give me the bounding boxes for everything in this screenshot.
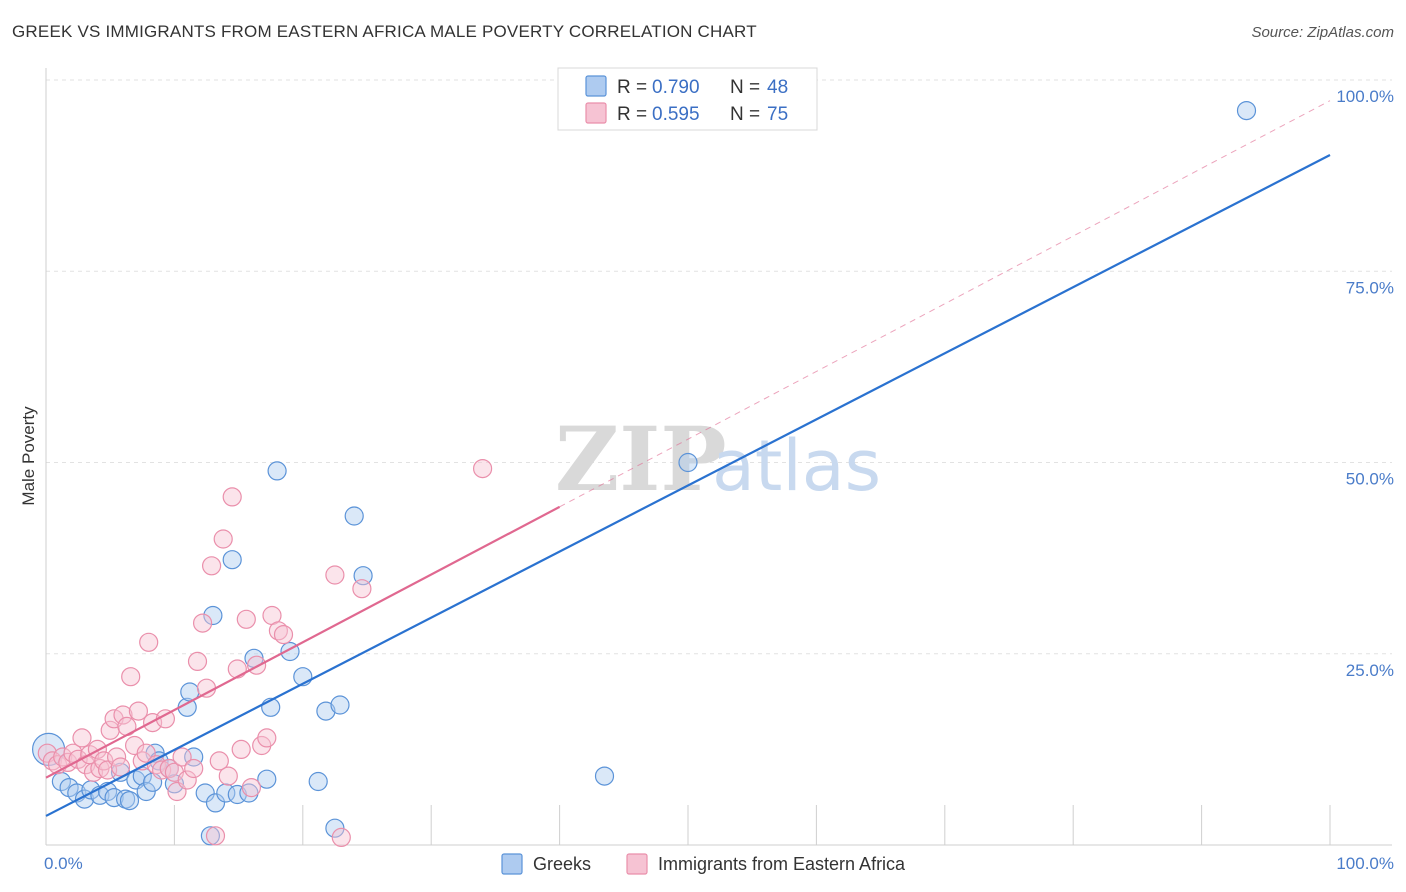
eastern-africa-point-41 <box>205 826 226 846</box>
eastern-africa-point-42 <box>209 751 229 771</box>
greeks-point-34 <box>267 461 287 481</box>
legend-r-value-greeks: 0.790 <box>652 77 700 98</box>
greeks-point-19 <box>164 774 184 794</box>
x-tick-label-0: 0.0% <box>44 854 83 873</box>
greeks-trend-line <box>45 153 1331 817</box>
legend-swatch-greeks <box>585 75 607 97</box>
eastern-africa-point-40 <box>202 556 222 576</box>
y-tick-label-3: 100.0% <box>1336 87 1394 106</box>
eastern-africa-point-39 <box>196 678 217 698</box>
eastern-africa-point-59 <box>473 459 493 479</box>
eastern-africa-point-31 <box>159 758 179 779</box>
eastern-africa-trend-line <box>45 505 561 779</box>
legend-n-value-eastern-africa: 75 <box>767 104 788 125</box>
eastern-africa-point-23 <box>128 701 148 721</box>
greeks-point-11 <box>119 790 140 811</box>
eastern-africa-point-44 <box>218 766 238 786</box>
legend-n-label-greeks: N = <box>730 77 760 98</box>
y-tick-label-0: 25.0% <box>1346 661 1394 680</box>
greeks-point-22 <box>184 747 204 767</box>
legend-r-label-greeks: R = <box>617 77 647 98</box>
eastern-africa-point-50 <box>247 655 267 675</box>
eastern-africa-point-57 <box>331 827 351 848</box>
legend-n-label-eastern-africa: N = <box>730 104 760 125</box>
legend: R = 0.790 N = 48 R = 0.595 N = 75 <box>557 67 818 131</box>
eastern-africa-point-56 <box>325 565 345 585</box>
greeks-point-45 <box>1236 100 1257 121</box>
greeks-point-28 <box>222 550 242 570</box>
eastern-africa-point-19 <box>113 705 133 725</box>
eastern-africa-trend-extension <box>559 100 1331 508</box>
greeks-point-25 <box>203 605 223 626</box>
eastern-africa-point-54 <box>268 621 288 641</box>
greeks-point-38 <box>316 701 336 721</box>
greeks-point-23 <box>195 783 215 803</box>
y-tick-label-2: 75.0% <box>1346 278 1394 297</box>
legend-swatch-eastern-africa <box>585 102 607 124</box>
bottom-legend-label-greeks: Greeks <box>533 854 591 874</box>
bottom-legend-swatch-greeks <box>501 853 523 875</box>
y-axis-title: Male Poverty <box>19 406 38 506</box>
greeks-point-44 <box>678 452 698 473</box>
chart-source: Source: ZipAtlas.com <box>1251 24 1394 41</box>
eastern-africa-point-58 <box>352 579 372 599</box>
greeks-point-24 <box>200 826 220 846</box>
eastern-africa-point-47 <box>231 739 251 760</box>
eastern-africa-point-7 <box>72 728 92 748</box>
greeks-point-26 <box>205 793 226 813</box>
legend-r-value-eastern-africa: 0.595 <box>652 104 700 125</box>
eastern-africa-point-55 <box>273 624 294 645</box>
eastern-africa-point-22 <box>125 735 145 756</box>
bottom-legend-label-eastern-africa: Immigrants from Eastern Africa <box>658 854 906 874</box>
eastern-africa-point-17 <box>106 747 127 767</box>
watermark: ZIP atlas <box>555 407 881 511</box>
x-tick-label-1: 100.0% <box>1336 854 1394 873</box>
greeks-point-32 <box>257 769 277 789</box>
eastern-africa-point-45 <box>222 487 242 507</box>
greeks-point-41 <box>344 506 364 526</box>
trend-lines <box>45 100 1331 817</box>
eastern-africa-point-46 <box>227 659 247 679</box>
greeks-point-40 <box>330 695 350 715</box>
eastern-africa-point-26 <box>139 632 159 652</box>
legend-r-label-eastern-africa: R = <box>617 104 647 125</box>
eastern-africa-point-3 <box>53 747 73 767</box>
bottom-legend-swatch-eastern-africa <box>626 853 648 875</box>
greeks-point-37 <box>308 771 328 792</box>
eastern-africa-point-34 <box>172 747 192 767</box>
eastern-africa-point-36 <box>184 758 204 779</box>
axes <box>45 68 1392 846</box>
eastern-africa-point-21 <box>121 667 141 687</box>
eastern-africa-point-48 <box>236 609 256 629</box>
greeks-point-43 <box>594 766 615 786</box>
legend-n-value-greeks: 48 <box>767 77 788 98</box>
eastern-africa-point-35 <box>177 770 197 790</box>
y-tick-label-1: 50.0% <box>1346 470 1394 489</box>
grid <box>46 79 1392 655</box>
tick-labels: 0.0% 100.0% 25.0% 50.0% 75.0% 100.0% <box>44 87 1394 873</box>
bottom-legend: Greeks Immigrants from Eastern Africa <box>501 853 906 875</box>
eastern-africa-point-38 <box>193 613 213 633</box>
eastern-africa-point-52 <box>257 728 277 748</box>
eastern-africa-point-43 <box>213 529 233 549</box>
watermark-atlas: atlas <box>712 425 881 507</box>
eastern-africa-point-18 <box>110 757 131 777</box>
eastern-africa-point-49 <box>241 777 261 798</box>
eastern-africa-point-1 <box>42 751 63 771</box>
eastern-africa-point-37 <box>187 651 208 672</box>
chart-title: GREEK VS IMMIGRANTS FROM EASTERN AFRICA … <box>12 22 757 41</box>
